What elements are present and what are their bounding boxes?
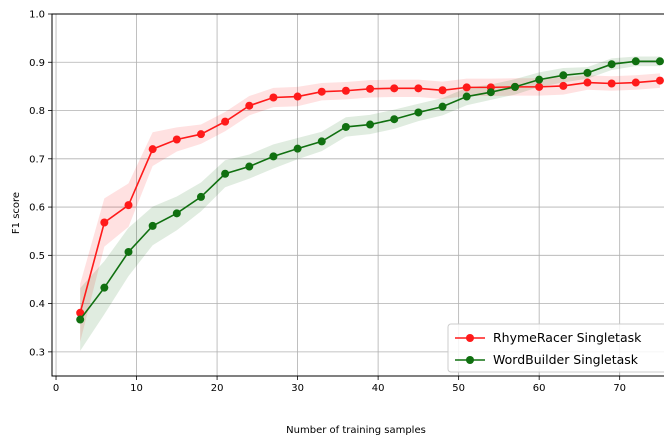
data-point-series-2 <box>462 92 471 101</box>
x-tick-label: 50 <box>452 383 465 394</box>
x-tick-label: 40 <box>372 383 385 394</box>
confidence-bands <box>80 56 660 351</box>
data-point-series-2 <box>341 122 350 131</box>
data-point-series-2 <box>196 192 205 201</box>
x-tick-label: 20 <box>211 383 224 394</box>
series-line-2 <box>79 60 660 321</box>
y-tick-label: 0.5 <box>29 251 45 262</box>
data-point-series-2 <box>414 108 423 117</box>
data-point-series-2 <box>245 162 254 171</box>
data-point-series-1 <box>559 81 568 90</box>
data-point-series-1 <box>583 78 592 87</box>
data-point-series-1 <box>76 308 85 317</box>
data-point-series-2 <box>583 68 592 77</box>
data-point-series-2 <box>221 169 230 178</box>
x-axis-label: Number of training samples <box>286 425 426 436</box>
data-point-series-1 <box>341 86 350 95</box>
legend-label-2: WordBuilder Singletask <box>493 352 639 367</box>
data-point-series-2 <box>631 57 640 66</box>
y-tick-label: 0.9 <box>29 58 45 69</box>
x-tick-label: 70 <box>613 383 626 394</box>
data-point-series-1 <box>124 201 133 210</box>
data-point-series-1 <box>607 79 616 88</box>
data-point-series-1 <box>269 93 278 102</box>
data-point-series-1 <box>414 84 423 93</box>
legend: RhymeRacer Singletask WordBuilder Single… <box>447 323 664 373</box>
y-tick-label: 0.3 <box>29 347 45 358</box>
data-point-series-2 <box>486 88 495 97</box>
data-point-series-2 <box>607 60 616 69</box>
x-tick-label: 0 <box>53 383 59 394</box>
data-point-series-2 <box>438 102 447 111</box>
y-tick-label: 0.4 <box>29 299 45 310</box>
data-point-series-1 <box>100 218 109 227</box>
data-point-series-2 <box>100 283 109 292</box>
data-point-series-1 <box>462 83 471 92</box>
data-point-series-2 <box>269 152 278 161</box>
plot-frame <box>51 13 664 377</box>
data-series <box>76 57 664 324</box>
data-point-series-1 <box>390 84 399 93</box>
confidence-band-2 <box>80 56 660 351</box>
data-point-series-1 <box>172 135 181 144</box>
data-point-series-1 <box>317 87 326 96</box>
data-point-series-2 <box>559 71 568 80</box>
data-point-series-2 <box>655 57 664 66</box>
data-point-series-1 <box>148 145 157 154</box>
data-point-series-1 <box>655 76 664 85</box>
data-point-series-2 <box>366 120 375 129</box>
legend-label-1: RhymeRacer Singletask <box>493 330 642 345</box>
x-tick-label: 30 <box>291 383 304 394</box>
data-point-series-2 <box>172 209 181 218</box>
data-point-series-2 <box>390 115 399 124</box>
y-tick-label: 0.8 <box>29 106 45 117</box>
legend-swatch-marker-2 <box>466 356 474 364</box>
data-point-series-1 <box>293 92 302 101</box>
y-ticks: 0.3 0.4 0.5 0.6 0.7 0.8 0.9 1.0 <box>29 10 52 358</box>
data-point-series-1 <box>438 86 447 95</box>
data-point-series-1 <box>535 82 544 91</box>
data-point-series-1 <box>366 84 375 93</box>
data-point-series-1 <box>196 130 205 139</box>
x-tick-label: 10 <box>130 383 143 394</box>
data-point-series-2 <box>76 315 85 324</box>
y-tick-label: 1.0 <box>29 10 45 21</box>
data-point-series-2 <box>511 82 520 91</box>
legend-swatch-marker-1 <box>466 334 474 342</box>
x-ticks: 0 10 20 30 40 50 60 70 <box>53 376 626 394</box>
data-point-series-1 <box>221 117 230 126</box>
y-tick-label: 0.7 <box>29 154 45 165</box>
data-point-series-1 <box>245 101 254 110</box>
y-axis-label: F1 score <box>11 192 22 234</box>
data-point-series-2 <box>317 137 326 146</box>
data-point-series-2 <box>124 247 133 256</box>
legend-box <box>447 323 664 373</box>
x-tick-label: 60 <box>533 383 546 394</box>
data-point-series-2 <box>293 144 302 153</box>
data-point-series-2 <box>535 75 544 84</box>
data-point-series-1 <box>631 78 640 87</box>
data-point-series-2 <box>148 221 157 230</box>
y-tick-label: 0.6 <box>29 203 45 214</box>
grid-lines <box>52 13 664 376</box>
